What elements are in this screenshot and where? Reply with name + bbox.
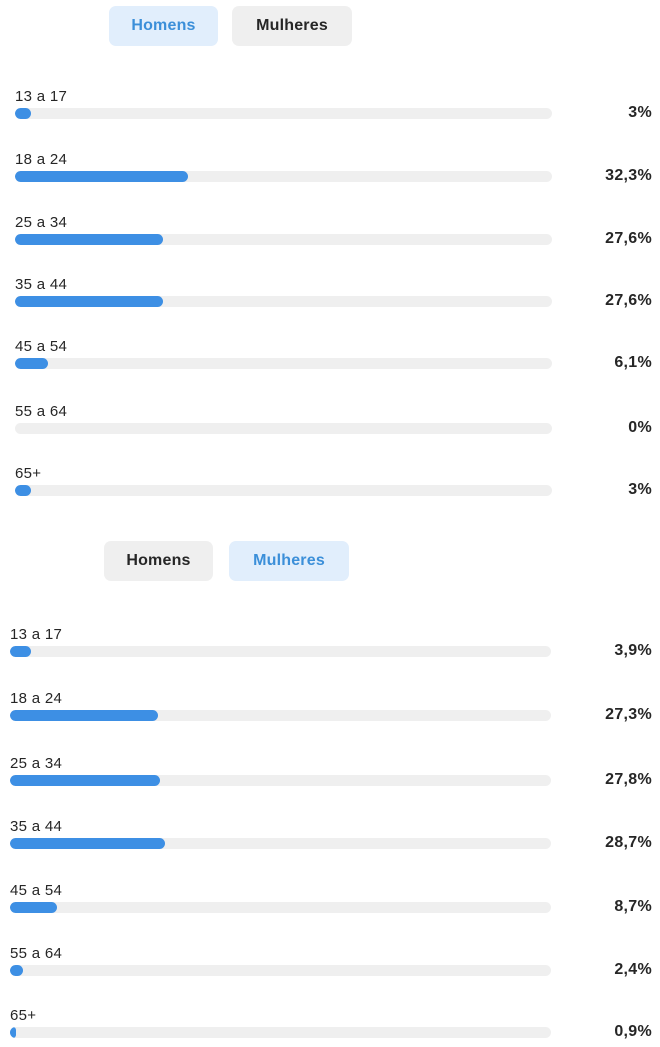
bar-track: [15, 296, 552, 307]
bar-track: [10, 838, 551, 849]
percent-value: 0,9%: [614, 1023, 652, 1040]
bar-track: [10, 775, 551, 786]
bar-fill: [10, 965, 23, 976]
bar-fill: [10, 646, 32, 657]
age-row: 25 a 34 27,8%: [0, 755, 660, 795]
bar-track: [10, 710, 551, 721]
bar-fill: [15, 296, 164, 307]
bar-track: [10, 646, 551, 657]
age-range-label: 13 a 17: [15, 88, 68, 105]
percent-value: 2,4%: [614, 961, 652, 978]
age-panel-homens: Homens Mulheres 13 a 17 3% 18 a 24 32,3%…: [0, 0, 660, 520]
tab-homens[interactable]: Homens: [109, 6, 218, 46]
bar-track: [10, 1027, 551, 1038]
gender-tabs: Homens Mulheres: [104, 541, 349, 581]
age-row: 18 a 24 32,3%: [0, 151, 660, 191]
bar-track: [15, 171, 552, 182]
percent-value: 0%: [628, 419, 652, 436]
bar-track: [15, 358, 552, 369]
gender-tabs: Homens Mulheres: [109, 6, 352, 46]
bar-fill: [10, 1027, 16, 1038]
age-range-label: 18 a 24: [10, 690, 63, 707]
bar-track: [15, 108, 552, 119]
age-row: 65+ 0,9%: [0, 1007, 660, 1047]
percent-value: 6,1%: [614, 354, 652, 371]
bar-fill: [10, 902, 58, 913]
age-range-label: 65+: [15, 465, 42, 482]
bar-fill: [15, 234, 164, 245]
bar-fill: [15, 171, 189, 182]
age-row: 45 a 54 6,1%: [0, 338, 660, 378]
age-row: 25 a 34 27,6%: [0, 214, 660, 254]
age-range-label: 35 a 44: [10, 818, 63, 835]
age-range-label: 13 a 17: [10, 626, 63, 643]
age-row: 55 a 64 0%: [0, 403, 660, 443]
percent-value: 3,9%: [614, 642, 652, 659]
age-row: 45 a 54 8,7%: [0, 882, 660, 922]
age-panel-mulheres: Homens Mulheres 13 a 17 3,9% 18 a 24 27,…: [0, 520, 660, 1040]
tab-homens[interactable]: Homens: [104, 541, 213, 581]
percent-value: 27,6%: [605, 292, 652, 309]
age-range-label: 25 a 34: [10, 755, 63, 772]
age-range-label: 65+: [10, 1007, 37, 1024]
percent-value: 32,3%: [605, 167, 652, 184]
bar-track: [15, 234, 552, 245]
percent-value: 8,7%: [614, 898, 652, 915]
age-row: 35 a 44 27,6%: [0, 276, 660, 316]
bar-fill: [15, 358, 48, 369]
bar-fill: [15, 108, 32, 119]
age-range-label: 45 a 54: [10, 882, 63, 899]
bar-fill: [10, 775, 161, 786]
age-row: 13 a 17 3,9%: [0, 626, 660, 666]
bar-track: [15, 423, 552, 434]
percent-value: 28,7%: [605, 834, 652, 851]
age-range-label: 55 a 64: [15, 403, 68, 420]
age-row: 35 a 44 28,7%: [0, 818, 660, 858]
tab-mulheres[interactable]: Mulheres: [229, 541, 349, 581]
bar-fill: [10, 710, 158, 721]
bar-fill: [10, 838, 166, 849]
age-range-label: 18 a 24: [15, 151, 68, 168]
percent-value: 27,8%: [605, 771, 652, 788]
age-row: 18 a 24 27,3%: [0, 690, 660, 730]
percent-value: 27,6%: [605, 230, 652, 247]
age-row: 65+ 3%: [0, 465, 660, 505]
percent-value: 3%: [628, 104, 652, 121]
bar-track: [10, 902, 551, 913]
age-range-label: 35 a 44: [15, 276, 68, 293]
percent-value: 3%: [628, 481, 652, 498]
age-range-label: 25 a 34: [15, 214, 68, 231]
bar-fill: [15, 485, 32, 496]
age-row: 55 a 64 2,4%: [0, 945, 660, 985]
age-range-label: 45 a 54: [15, 338, 68, 355]
bar-track: [15, 485, 552, 496]
age-range-label: 55 a 64: [10, 945, 63, 962]
tab-mulheres[interactable]: Mulheres: [232, 6, 352, 46]
bar-track: [10, 965, 551, 976]
age-row: 13 a 17 3%: [0, 88, 660, 128]
percent-value: 27,3%: [605, 706, 652, 723]
